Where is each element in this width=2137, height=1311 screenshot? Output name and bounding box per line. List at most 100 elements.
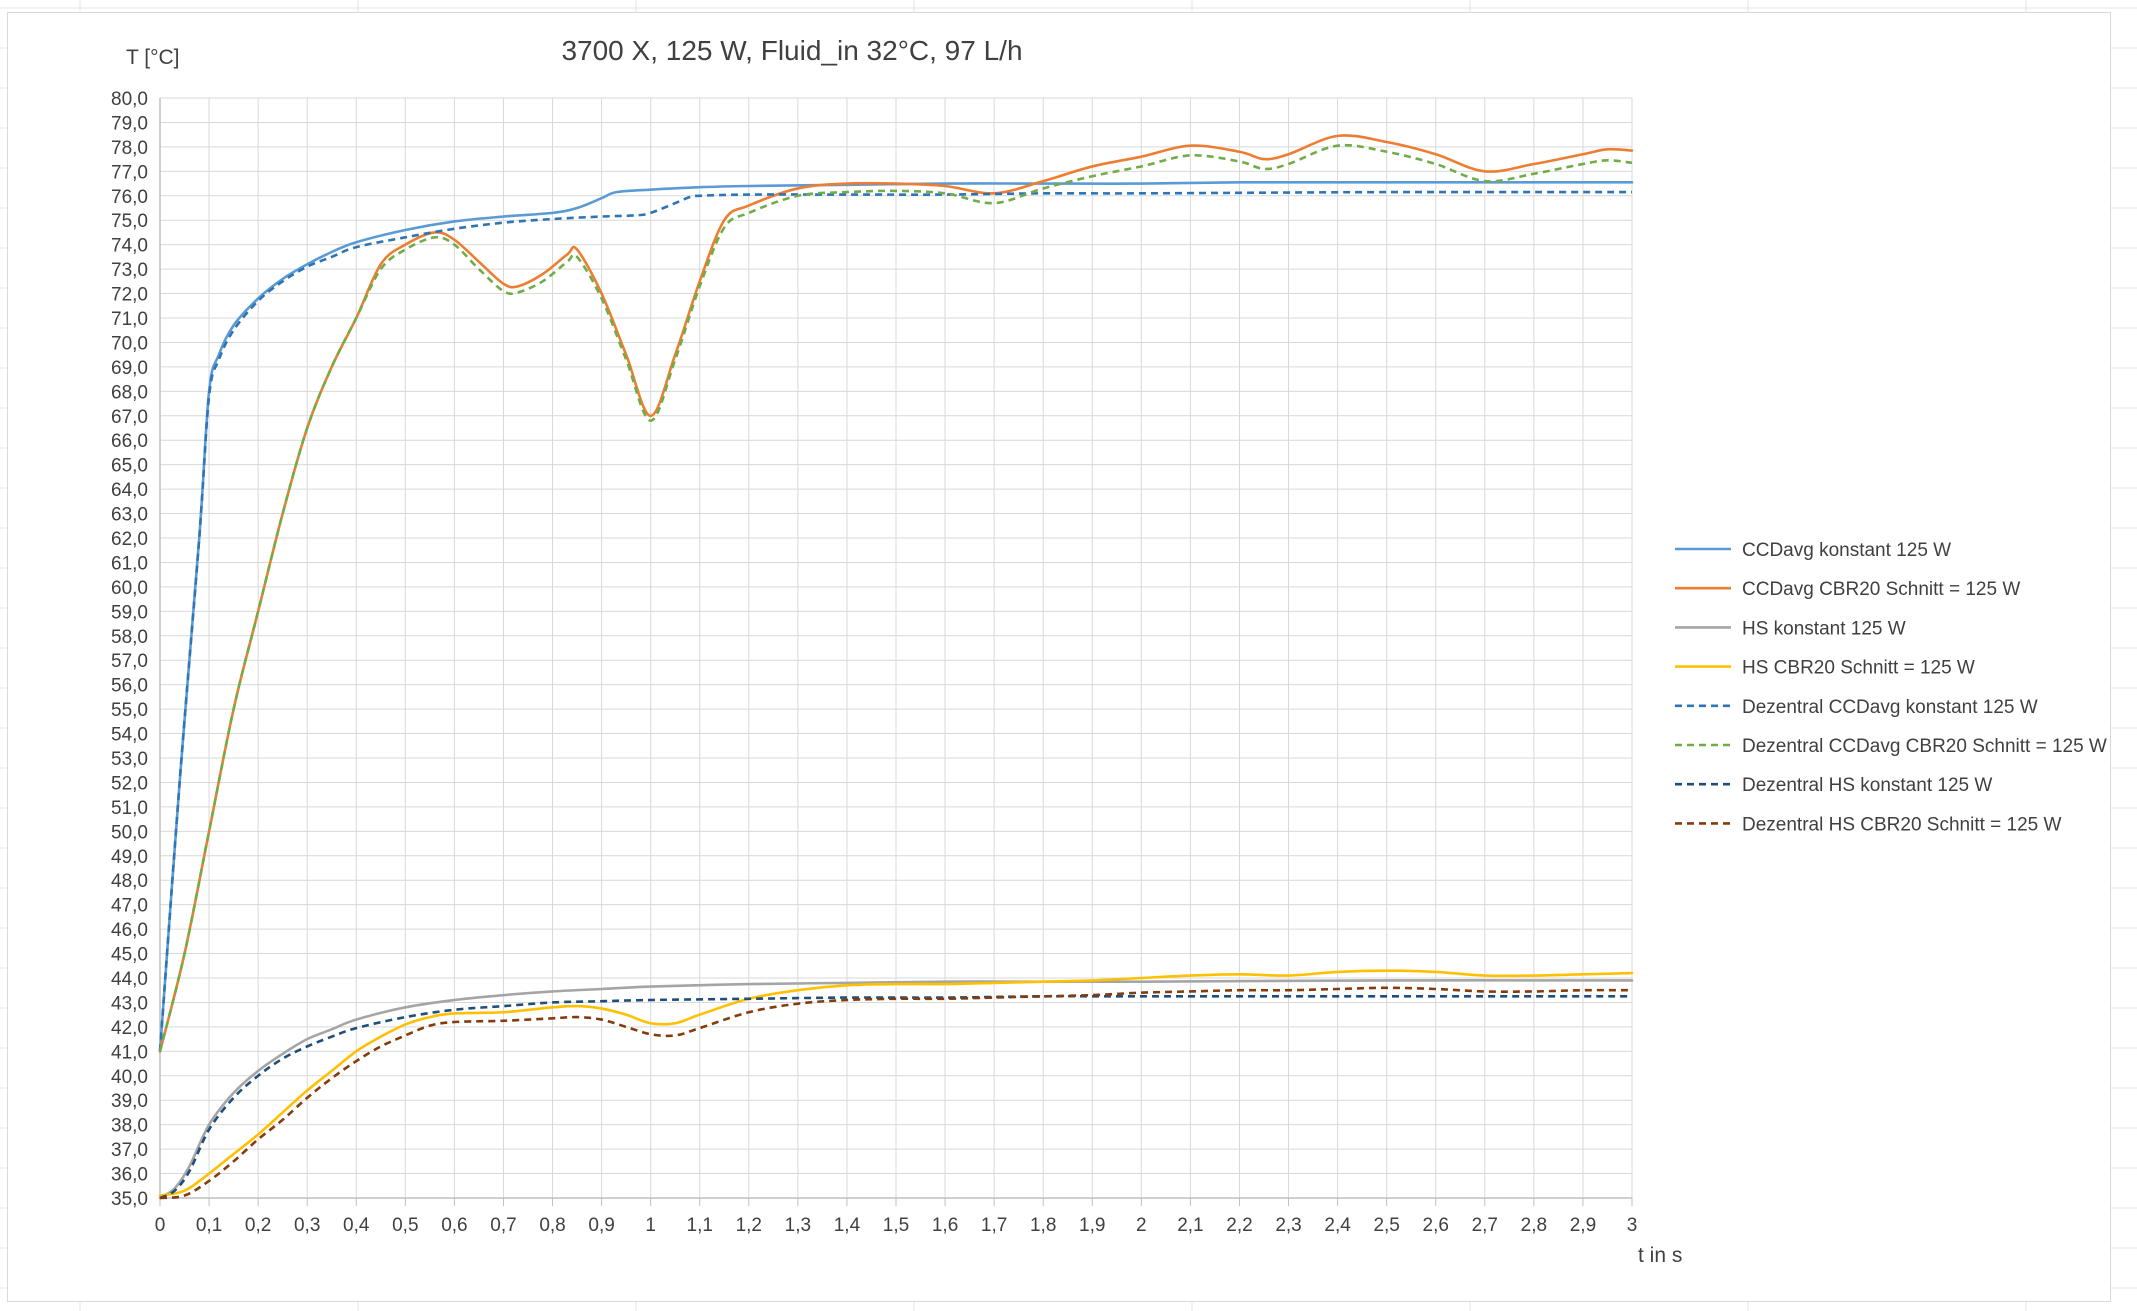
y-tick-label: 47,0 xyxy=(111,896,148,917)
y-tick-label: 40,0 xyxy=(111,1067,148,1088)
legend-label: HS CBR20 Schnitt = 125 W xyxy=(1742,658,1975,679)
y-tick-label: 73,0 xyxy=(111,260,148,281)
y-tick-label: 68,0 xyxy=(111,382,148,403)
y-tick-label: 50,0 xyxy=(111,822,148,843)
x-tick-label: 1,5 xyxy=(883,1215,909,1236)
plot-axes xyxy=(159,98,1632,1199)
x-tick-label: 2,5 xyxy=(1373,1215,1399,1236)
x-tick-label: 2,8 xyxy=(1521,1215,1547,1236)
y-tick-label: 48,0 xyxy=(111,871,148,892)
x-tick-label: 1 xyxy=(645,1215,656,1236)
series-line-8[interactable] xyxy=(159,986,1633,1200)
y-tick-label: 44,0 xyxy=(111,969,148,990)
legend[interactable]: CCDavg konstant 125 W CCDavg CBR20 Schnit… xyxy=(1675,540,2107,835)
y-tick-label: 37,0 xyxy=(111,1140,148,1161)
y-tick-label: 56,0 xyxy=(111,676,148,697)
legend-label: CCDavg CBR20 Schnitt = 125 W xyxy=(1742,579,2020,600)
x-tick-label: 1,3 xyxy=(785,1215,811,1236)
series-line-5[interactable] xyxy=(158,190,1633,1052)
x-tick-label: 1,1 xyxy=(687,1215,713,1236)
y-tick-label: 41,0 xyxy=(111,1042,148,1063)
legend-item[interactable]: Dezentral HS konstant 125 W xyxy=(1675,775,1992,796)
plot-series xyxy=(158,134,1634,1200)
y-tick-label: 71,0 xyxy=(111,309,148,330)
x-tick-label: 0,9 xyxy=(588,1215,614,1236)
y-tick-label: 49,0 xyxy=(111,847,148,868)
y-tick-label: 39,0 xyxy=(111,1091,148,1112)
y-tick-label: 75,0 xyxy=(111,211,148,232)
x-tick-label: 2,1 xyxy=(1177,1215,1203,1236)
x-tick-label: 0,3 xyxy=(294,1215,320,1236)
y-tick-label: 53,0 xyxy=(111,749,148,770)
x-tick-label: 0,4 xyxy=(343,1215,370,1236)
chart-title: 3700 X, 125 W, Fluid_in 32°C, 97 L/h xyxy=(561,35,1022,66)
y-tick-label: 66,0 xyxy=(111,431,148,452)
legend-item[interactable]: Dezentral CCDavg konstant 125 W xyxy=(1675,697,2038,718)
x-tick-label: 0,5 xyxy=(392,1215,418,1236)
y-tick-label: 58,0 xyxy=(111,627,148,648)
x-tick-label: 1,6 xyxy=(932,1215,958,1236)
x-tick-label: 2,6 xyxy=(1423,1215,1449,1236)
x-tick-label: 2,2 xyxy=(1226,1215,1252,1236)
chart-area[interactable] xyxy=(7,12,2111,1302)
plot-gridlines xyxy=(159,97,1633,1206)
y-tick-label: 65,0 xyxy=(111,456,148,477)
y-tick-label: 64,0 xyxy=(111,480,148,501)
y-tick-label: 46,0 xyxy=(111,920,148,941)
x-tick-label: 1,9 xyxy=(1079,1215,1105,1236)
y-tick-label: 63,0 xyxy=(111,505,148,526)
legend-item[interactable]: HS CBR20 Schnitt = 125 W xyxy=(1675,658,1975,679)
legend-label: Dezentral HS CBR20 Schnitt = 125 W xyxy=(1742,814,2062,835)
y-tick-label: 69,0 xyxy=(111,358,148,379)
legend-item[interactable]: Dezentral HS CBR20 Schnitt = 125 W xyxy=(1675,814,2062,835)
x-tick-label: 1,4 xyxy=(834,1215,861,1236)
series-line-6[interactable] xyxy=(158,143,1633,1052)
legend-label: Dezentral CCDavg CBR20 Schnitt = 125 W xyxy=(1742,736,2107,757)
x-tick-label: 0,6 xyxy=(441,1215,467,1236)
x-tick-label: 2 xyxy=(1136,1215,1147,1236)
y-tick-label: 36,0 xyxy=(111,1165,148,1186)
y-tick-label: 42,0 xyxy=(111,1018,148,1039)
tick-labels: 35,0 36,0 37,0 38,0 39,0 40,0 41,0 42,0 43,0 44,0… xyxy=(111,89,1637,1236)
x-tick-label: 0,7 xyxy=(490,1215,516,1236)
y-tick-label: 77,0 xyxy=(111,162,148,183)
x-tick-label: 2,9 xyxy=(1570,1215,1596,1236)
y-tick-label: 79,0 xyxy=(111,113,148,134)
legend-item[interactable]: CCDavg konstant 125 W xyxy=(1675,540,1951,561)
y-tick-label: 80,0 xyxy=(111,89,148,110)
y-tick-label: 57,0 xyxy=(111,651,148,672)
legend-item[interactable]: CCDavg CBR20 Schnitt = 125 W xyxy=(1675,579,2020,600)
x-tick-label: 1,2 xyxy=(736,1215,762,1236)
legend-item[interactable]: Dezentral CCDavg CBR20 Schnitt = 125 W xyxy=(1675,736,2107,757)
x-tick-label: 2,3 xyxy=(1275,1215,1301,1236)
x-axis-title: t in s xyxy=(1638,1244,1682,1267)
y-tick-label: 61,0 xyxy=(111,553,148,574)
y-tick-label: 45,0 xyxy=(111,945,148,966)
y-tick-label: 54,0 xyxy=(111,725,148,746)
y-tick-label: 55,0 xyxy=(111,700,148,721)
y-tick-label: 59,0 xyxy=(111,602,148,623)
y-tick-label: 43,0 xyxy=(111,993,148,1014)
y-tick-label: 72,0 xyxy=(111,285,148,306)
x-tick-label: 0,2 xyxy=(245,1215,271,1236)
x-tick-label: 0 xyxy=(155,1215,166,1236)
legend-item[interactable]: HS konstant 125 W xyxy=(1675,618,1906,639)
y-tick-label: 76,0 xyxy=(111,187,148,208)
y-tick-label: 70,0 xyxy=(111,333,148,354)
x-tick-label: 0,1 xyxy=(196,1215,222,1236)
x-tick-label: 1,8 xyxy=(1030,1215,1056,1236)
y-tick-label: 35,0 xyxy=(111,1189,148,1210)
x-tick-label: 0,8 xyxy=(539,1215,565,1236)
y-tick-label: 60,0 xyxy=(111,578,148,599)
y-tick-label: 62,0 xyxy=(111,529,148,550)
legend-label: Dezentral HS konstant 125 W xyxy=(1742,775,1992,796)
x-tick-label: 1,7 xyxy=(981,1215,1007,1236)
y-tick-label: 38,0 xyxy=(111,1116,148,1137)
y-tick-label: 51,0 xyxy=(111,798,148,819)
legend-label: HS konstant 125 W xyxy=(1742,618,1906,639)
series-line-4[interactable] xyxy=(158,969,1634,1197)
x-tick-label: 2,4 xyxy=(1324,1215,1351,1236)
y-tick-label: 67,0 xyxy=(111,407,148,428)
y-tick-label: 78,0 xyxy=(111,138,148,159)
